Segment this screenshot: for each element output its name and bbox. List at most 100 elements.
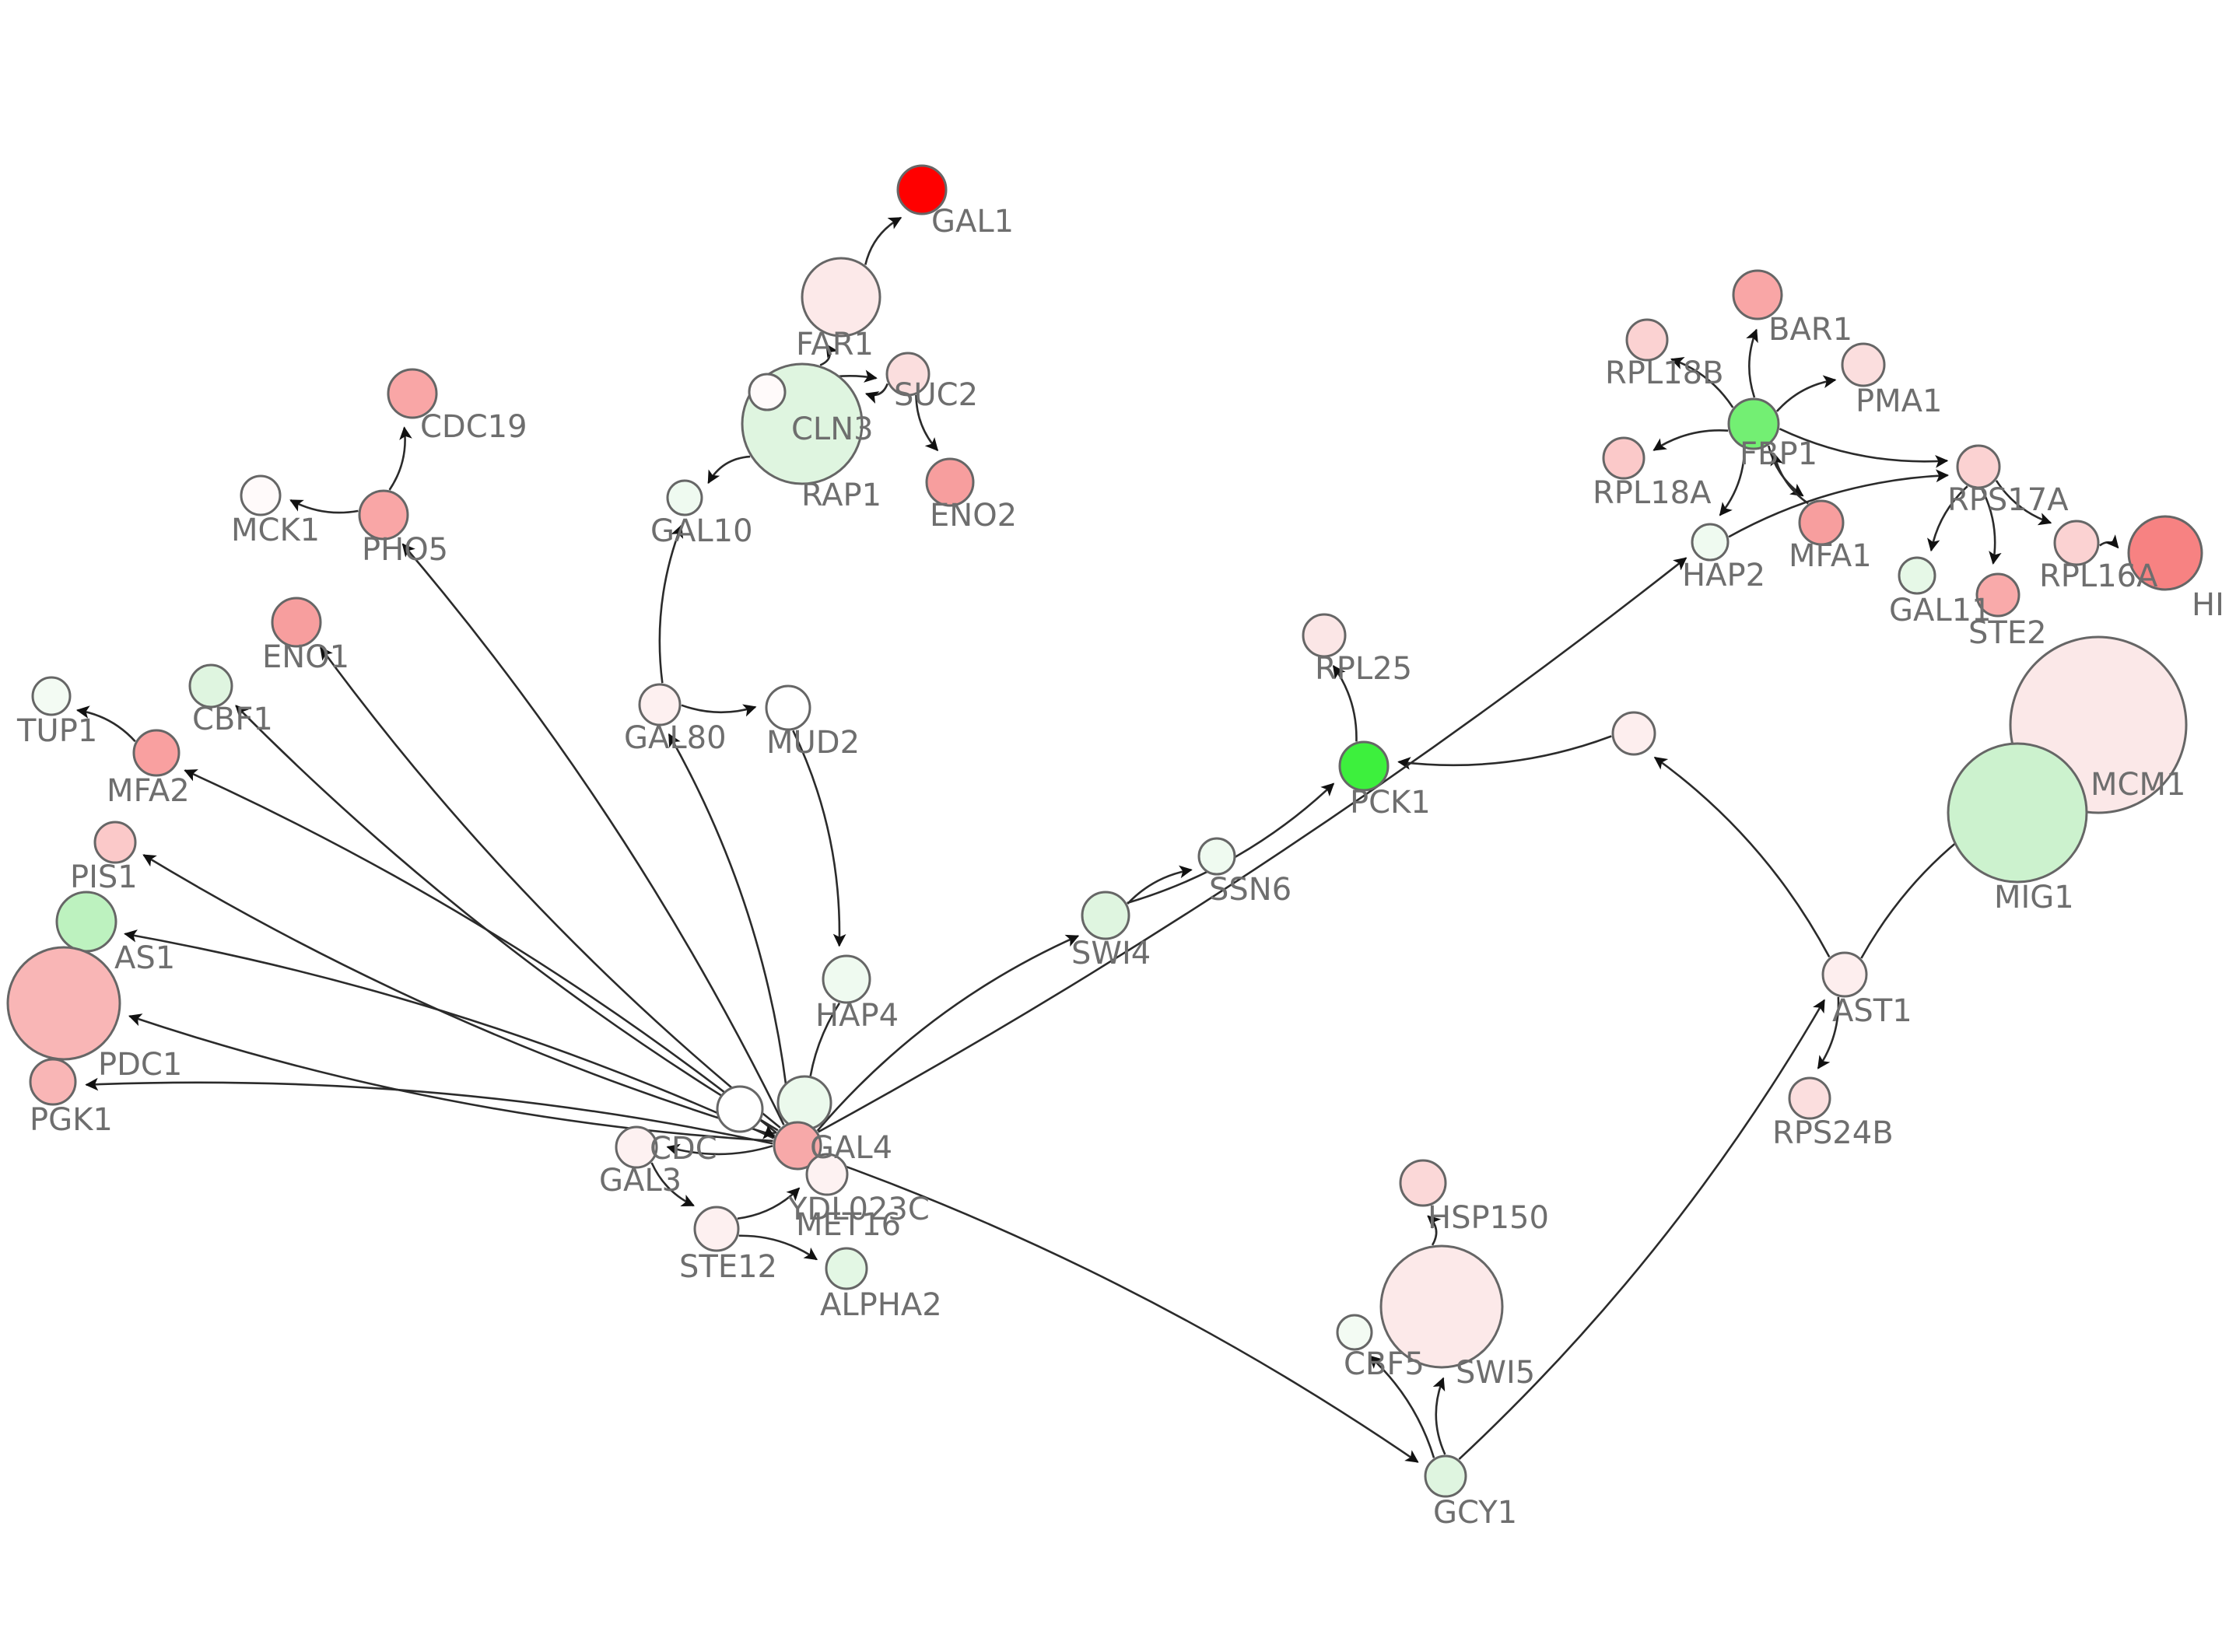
node-label-rpl18a: RPL18A — [1593, 475, 1712, 511]
node-hap4[interactable] — [822, 954, 871, 1004]
edge-swi4-to-ssn6 — [1127, 865, 1193, 905]
node-rpl25[interactable] — [1302, 613, 1347, 658]
edge-gal4-to-gal3 — [666, 1143, 773, 1157]
node-rpl16a[interactable] — [2053, 520, 2100, 566]
node-mud2[interactable] — [765, 684, 811, 731]
node-fbp1[interactable] — [1727, 397, 1780, 450]
node-label-mfa2: MFA2 — [107, 773, 190, 809]
node-swi4[interactable] — [1081, 891, 1130, 940]
node-rpl18a[interactable] — [1602, 436, 1645, 480]
node-gal80[interactable] — [638, 683, 682, 726]
node-label-hsp150: HSP150 — [1428, 1200, 1549, 1236]
node-as1[interactable] — [55, 891, 117, 953]
node-label-mcm1: MCM1 — [2091, 767, 2185, 803]
node-alpha2[interactable] — [825, 1247, 868, 1290]
node-label-eno1: ENO1 — [262, 639, 349, 675]
node-gal10[interactable] — [666, 479, 703, 516]
node-mfa2[interactable] — [132, 729, 180, 777]
node-swi6[interactable] — [776, 1075, 832, 1131]
node-rpl18b[interactable] — [1625, 318, 1669, 362]
node-unnamed1[interactable] — [1611, 711, 1656, 756]
edge-cln3-to-far1 — [819, 343, 839, 366]
edge-gal80-to-gal10 — [658, 524, 684, 684]
node-label-rpl16a: RPL16A — [2039, 558, 2158, 594]
edge-gal4-to-pdc1 — [128, 1013, 773, 1143]
edge-gal4-to-mfa2 — [184, 769, 777, 1134]
node-label-gal1: GAL1 — [931, 204, 1014, 240]
node-hsp150[interactable] — [1399, 1159, 1447, 1207]
node-label-his4: HIS4 — [2192, 587, 2222, 623]
node-ste12[interactable] — [693, 1206, 740, 1252]
node-mig1[interactable] — [1947, 742, 2088, 884]
edge-pck1-to-rpl25 — [1332, 664, 1358, 742]
edge-gal4-to-eno1 — [320, 646, 781, 1129]
node-label-suc2: SUC2 — [894, 377, 978, 413]
node-cdc19[interactable] — [387, 368, 438, 419]
node-label-ast1: AST1 — [1832, 993, 1912, 1029]
node-cbf5[interactable] — [1336, 1314, 1373, 1351]
node-cdc39[interactable] — [716, 1085, 764, 1133]
edge-suc2-to-eno2 — [915, 395, 939, 452]
node-label-cln3: CLN3 — [791, 411, 874, 447]
node-ste2[interactable] — [1975, 572, 2020, 618]
label-layer: GAL1 FAR1 SUC2 ENO2 CLN3 RAP1 GAL10 GAL80 MUD2 CD… — [16, 204, 2222, 1531]
node-label-rps17a: RPS17A — [1947, 482, 2069, 518]
node-mck1[interactable] — [240, 474, 282, 516]
edge-ast1-to-rps24b — [1817, 996, 1840, 1069]
node-ydl023c[interactable] — [805, 1153, 849, 1196]
node-bar1[interactable] — [1732, 269, 1783, 320]
node-rap1[interactable] — [748, 373, 787, 411]
node-gal1[interactable] — [896, 164, 948, 215]
edge-mud2-to-hap4 — [792, 730, 846, 947]
node-suc2[interactable] — [885, 352, 931, 397]
edge-gal4-to-hap2 — [818, 557, 1688, 1133]
node-pis1[interactable] — [93, 821, 137, 864]
node-label-hap4: HAP4 — [815, 998, 899, 1034]
edge-gcy1-to-swi5 — [1432, 1377, 1446, 1455]
node-swi5[interactable] — [1379, 1244, 1504, 1369]
edge-unnamed1-to-pck1 — [1397, 735, 1612, 770]
edge-fbp1-to-rpl18b — [1670, 357, 1734, 408]
node-pho5[interactable] — [358, 489, 409, 541]
edge-gal80-to-mud2 — [681, 704, 757, 717]
node-rps17a[interactable] — [1956, 444, 2001, 489]
node-label-gal4: GAL4 — [810, 1130, 892, 1166]
node-label-mud2: MUD2 — [766, 725, 860, 761]
node-his4[interactable] — [2127, 515, 2203, 591]
edge-gal3-to-ste12 — [650, 1162, 695, 1207]
node-mfa1[interactable] — [1798, 499, 1845, 546]
node-label-as1: AS1 — [114, 940, 175, 976]
edge-cln3-to-gal10 — [707, 455, 751, 485]
node-label-ssn6: SSN6 — [1209, 872, 1291, 908]
node-pdc1[interactable] — [6, 946, 121, 1061]
node-far1[interactable] — [801, 257, 881, 338]
node-cbf1[interactable] — [188, 663, 233, 709]
node-pgk1[interactable] — [29, 1058, 77, 1106]
node-label-met16: MET16 — [796, 1207, 901, 1243]
node-gal4[interactable] — [773, 1121, 822, 1171]
node-ssn6[interactable] — [1197, 837, 1236, 876]
node-label-gal10: GAL10 — [650, 513, 753, 549]
edge-gal4-to-pho5 — [401, 543, 785, 1125]
node-gal3[interactable] — [615, 1125, 658, 1169]
node-eno1[interactable] — [271, 597, 322, 648]
node-label-far1: FAR1 — [796, 327, 874, 362]
edge-pho5-to-mck1 — [289, 499, 359, 514]
node-pck1[interactable] — [1338, 740, 1390, 792]
node-hap2[interactable] — [1691, 523, 1730, 562]
node-label-pdc1: PDC1 — [98, 1047, 182, 1083]
node-gal11[interactable] — [1898, 556, 1936, 595]
edge-suc2-to-cln3 — [864, 383, 888, 404]
node-gcy1[interactable] — [1424, 1454, 1467, 1498]
edge-fbp1-to-pma1 — [1775, 375, 1837, 412]
edge-gal4-to-gcy1 — [819, 1156, 1419, 1463]
node-ast1[interactable] — [1821, 951, 1868, 998]
node-eno2[interactable] — [925, 457, 975, 507]
node-rps24b[interactable] — [1788, 1076, 1831, 1120]
node-label-gal3: GAL3 — [599, 1163, 682, 1199]
node-label-pck1: PCK1 — [1350, 785, 1431, 821]
node-pma1[interactable] — [1841, 342, 1886, 387]
node-tup1[interactable] — [31, 676, 72, 716]
edge-layer — [75, 216, 2119, 1463]
